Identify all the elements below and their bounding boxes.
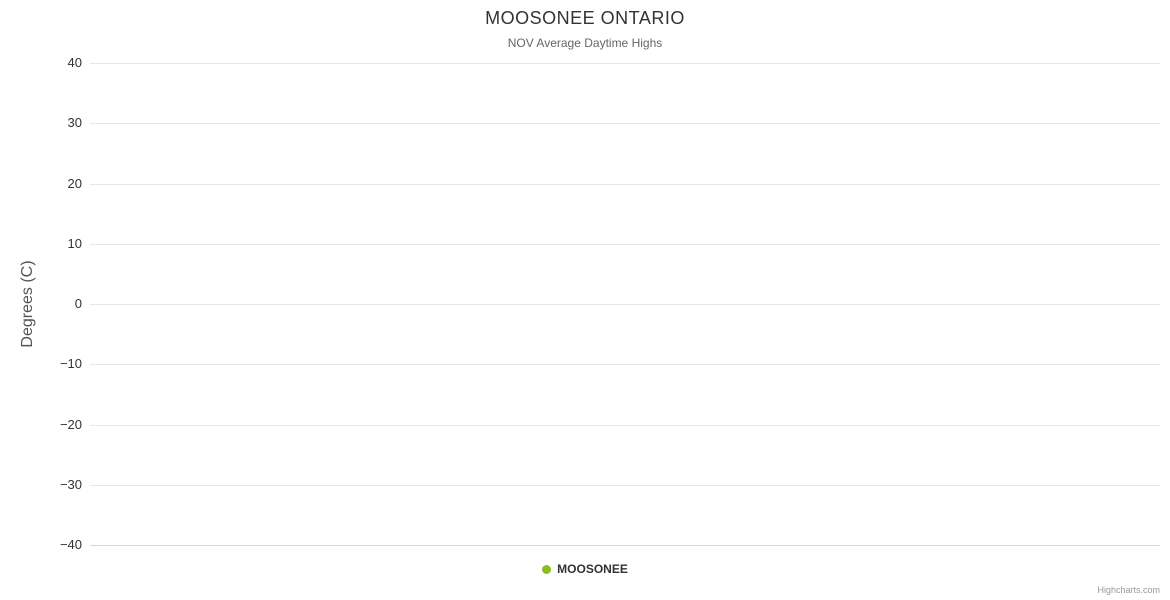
gridline: [90, 184, 1160, 185]
gridline: [90, 244, 1160, 245]
gridline: [90, 485, 1160, 486]
y-axis-tick-label: 20: [67, 176, 82, 191]
y-axis-tick-label: −10: [59, 356, 82, 371]
gridline: [90, 63, 1160, 64]
gridline: [90, 304, 1160, 305]
x-axis-line: [90, 545, 1160, 546]
y-axis-tick-label: 10: [67, 236, 82, 251]
legend: MOOSONEE: [0, 562, 1170, 576]
highcharts-credit-link[interactable]: Highcharts.com: [1097, 585, 1160, 595]
gridline: [90, 425, 1160, 426]
y-axis-tick-label: −20: [59, 417, 82, 432]
y-axis-tick-label: 0: [74, 296, 82, 311]
y-axis-tick-label: −40: [59, 537, 82, 552]
series-marker-icon: [542, 564, 552, 574]
y-axis-tick-label: 40: [67, 55, 82, 70]
legend-item-label: MOOSONEE: [557, 562, 628, 576]
chart-subtitle: NOV Average Daytime Highs: [507, 36, 663, 50]
y-axis-tick-label: 30: [67, 115, 82, 130]
legend-item-moosonee[interactable]: MOOSONEE: [542, 562, 628, 576]
chart-title: MOOSONEE ONTARIO: [485, 8, 685, 28]
gridline: [90, 123, 1160, 124]
y-axis-tick-label: −30: [59, 477, 82, 492]
gridline: [90, 364, 1160, 365]
